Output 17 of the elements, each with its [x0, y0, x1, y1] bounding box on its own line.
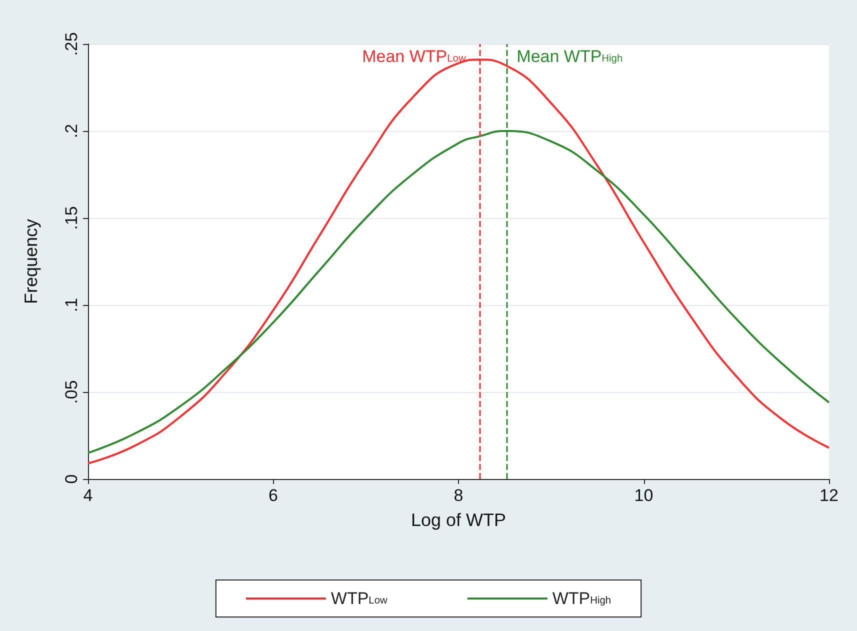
y-tick-label: .15	[62, 206, 81, 230]
x-tick-label: 12	[820, 486, 838, 505]
x-tick-label: 10	[634, 486, 654, 505]
x-tick-label: 8	[454, 486, 464, 505]
y-tick-label: .1	[62, 298, 81, 312]
legend-label: WTPLow	[330, 589, 388, 608]
y-tick-label: 0	[62, 474, 81, 484]
ref-line-label: Mean WTPHigh	[516, 47, 623, 66]
y-tick-label: .25	[62, 32, 81, 56]
y-axis-title: Frequency	[21, 218, 41, 304]
y-tick-label: .05	[62, 380, 81, 404]
y-tick-label: .2	[62, 124, 81, 138]
ref-line-label: Mean WTPLow	[362, 47, 466, 66]
legend-label: WTPHigh	[552, 589, 612, 608]
x-axis-title: Log of WTP	[410, 510, 506, 530]
x-tick-label: 4	[83, 486, 93, 505]
x-tick-label: 6	[268, 486, 278, 505]
